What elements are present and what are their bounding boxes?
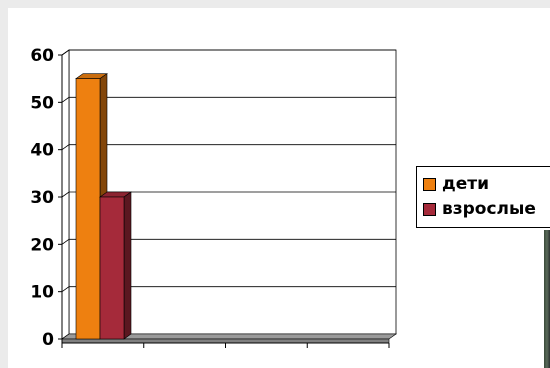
bar-front <box>75 78 101 340</box>
y-tick-label: 50 <box>30 93 54 113</box>
bar <box>99 191 132 340</box>
y-tick-label: 20 <box>30 235 54 255</box>
legend-entry-series-1: дети <box>423 173 489 195</box>
y-tick-label: 0 <box>42 330 54 350</box>
floor-front <box>61 338 390 344</box>
chart-plot: 0 10 20 30 40 50 60 <box>30 46 397 350</box>
gridline <box>61 286 396 292</box>
legend-entry-series-2: взрослые <box>423 198 536 220</box>
axes <box>58 54 390 348</box>
bars <box>75 73 132 340</box>
legend-swatch <box>423 177 436 191</box>
y-tick-label: 10 <box>30 283 54 303</box>
bar-side <box>123 191 132 340</box>
y-tick-label: 30 <box>30 188 54 208</box>
gridlines <box>61 49 396 292</box>
y-tick-label: 40 <box>30 141 54 161</box>
y-tick-label: 60 <box>30 46 54 66</box>
gridline <box>61 191 396 198</box>
gridline <box>61 49 396 56</box>
legend-label: взрослые <box>442 199 536 219</box>
legend-swatch <box>423 202 436 216</box>
slide-canvas: 0 10 20 30 40 50 60 дети взрослые <box>8 8 550 368</box>
gridline <box>61 238 396 245</box>
legend-label: дети <box>442 174 490 194</box>
photo-edge-image <box>544 230 550 368</box>
gridline <box>61 96 396 103</box>
chart-floor <box>61 333 397 344</box>
chart-legend: дети взрослые <box>416 166 550 228</box>
gridline <box>61 144 396 150</box>
y-tick-labels: 0 10 20 30 40 50 60 <box>30 46 54 350</box>
bar-front <box>99 196 125 340</box>
